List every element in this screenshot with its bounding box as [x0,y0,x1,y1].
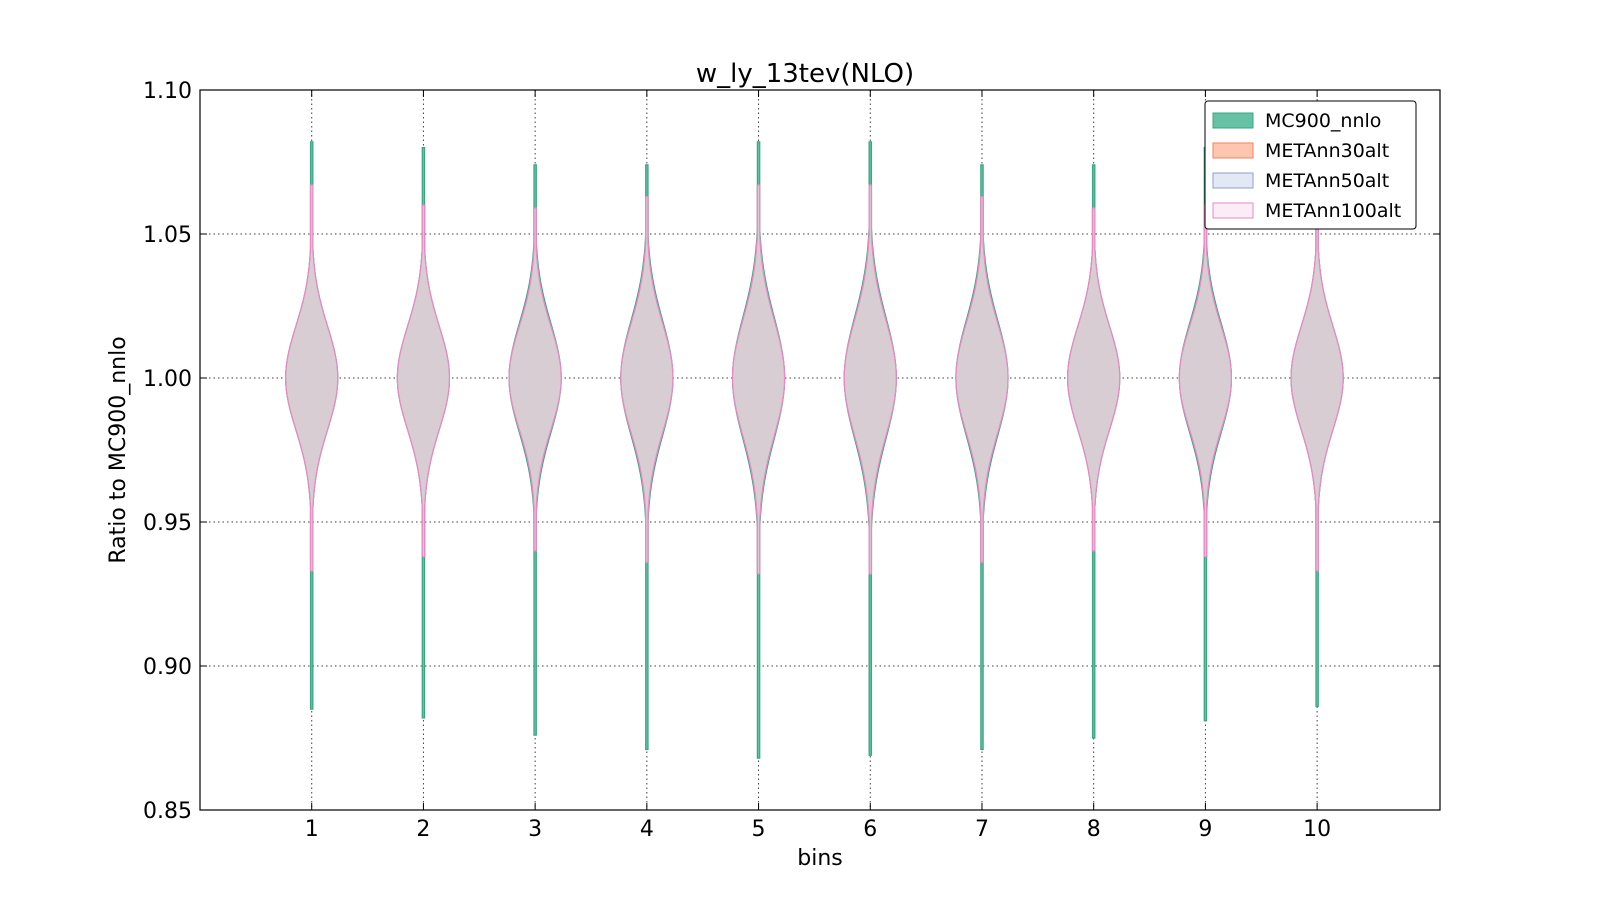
y-tick-label: 1.10 [143,79,192,104]
legend-swatch [1212,202,1254,219]
plot-frame [199,89,1441,811]
x-tick-label: 9 [1198,817,1212,842]
violin-series-3-bin-2 [396,204,451,558]
x-tick-label: 4 [640,817,654,842]
legend-label: METAnn50alt [1265,170,1389,192]
violin-series-3-bin-3 [508,207,562,552]
legend-swatch [1212,172,1254,189]
legend-label: METAnn100alt [1265,200,1401,222]
violins [285,141,1344,759]
x-tick-label: 6 [863,817,877,842]
legend-box [1204,100,1417,230]
violin-series-3-bin-7 [955,195,1009,563]
axis-ticks: 0.85 0.90 0.95 1.00 1.05 1.10 1 2 3 4 5 6 7 8 9 10 [143,79,1440,842]
violin-series-3-bin-4 [620,195,674,563]
x-tick-label: 8 [1087,817,1101,842]
legend-swatch [1212,142,1254,159]
y-tick-label: 1.05 [143,223,192,248]
x-tick-label: 10 [1303,817,1331,842]
violin-series-3-bin-8 [1067,207,1121,552]
x-tick-label: 5 [752,817,766,842]
legend-label: METAnn30alt [1265,140,1389,162]
chart-title: w_ly_13tev(NLO) [696,59,914,89]
y-axis-label: Ratio to MC900_nnlo [106,336,131,563]
x-axis-label: bins [797,846,842,871]
violin-series-3-bin-9 [1178,204,1233,558]
legend-label: MC900_nnlo [1265,110,1381,132]
violin-series-3-bin-5 [731,184,786,575]
legend: MC900_nnlo METAnn30alt METAnn50alt METAnn10… [1204,100,1417,230]
y-tick-label: 1.00 [143,367,192,392]
x-tick-label: 2 [416,817,430,842]
y-tick-label: 0.90 [143,655,192,680]
y-tick-label: 0.85 [143,799,192,824]
x-tick-label: 3 [528,817,542,842]
legend-swatch [1212,112,1254,129]
x-tick-label: 7 [975,817,989,842]
violin-series-3-bin-10 [1290,219,1344,572]
violin-series-3-bin-1 [285,184,339,572]
y-tick-label: 0.95 [143,511,192,536]
violin-series-3-bin-6 [843,184,897,575]
x-tick-label: 1 [305,817,319,842]
